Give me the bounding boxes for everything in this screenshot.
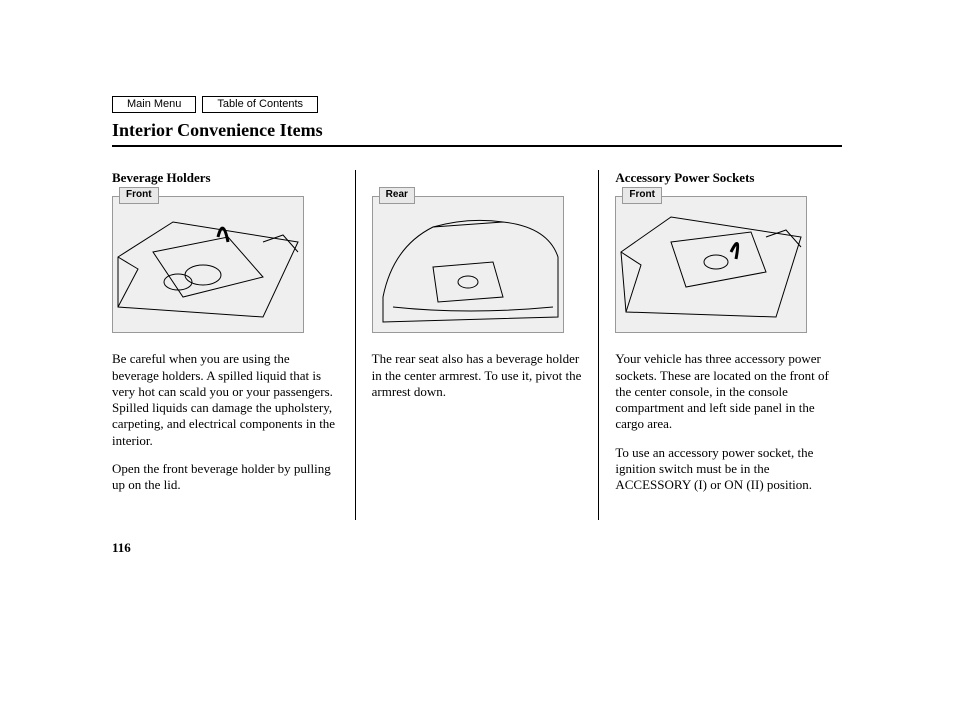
- title-bar: Interior Convenience Items: [112, 120, 842, 147]
- beverage-front-icon: [113, 197, 303, 332]
- col1-para1: Be careful when you are using the bevera…: [112, 351, 339, 449]
- col3-heading: Accessory Power Sockets: [615, 170, 842, 186]
- column-2: Rear The rear seat also has a beverage h…: [356, 170, 599, 520]
- col3-figure: Front: [615, 196, 807, 333]
- col1-figure: Front: [112, 196, 304, 333]
- title-rule: [112, 145, 842, 147]
- column-3: Accessory Power Sockets Front Your vehic…: [599, 170, 842, 520]
- col3-para2: To use an accessory power socket, the ig…: [615, 445, 842, 494]
- col2-figure: Rear: [372, 196, 564, 333]
- col1-heading: Beverage Holders: [112, 170, 339, 186]
- beverage-rear-icon: [373, 197, 563, 332]
- page-number: 116: [112, 540, 131, 556]
- col2-para1: The rear seat also has a beverage holder…: [372, 351, 583, 400]
- col2-heading-spacer: [372, 170, 583, 186]
- power-socket-icon: [616, 197, 806, 332]
- content-columns: Beverage Holders Front Be careful when y…: [112, 170, 842, 520]
- col3-para1: Your vehicle has three accessory power s…: [615, 351, 842, 432]
- main-menu-button[interactable]: Main Menu: [112, 96, 196, 113]
- column-1: Beverage Holders Front Be careful when y…: [112, 170, 355, 520]
- toc-button[interactable]: Table of Contents: [202, 96, 318, 113]
- manual-page: Main Menu Table of Contents Interior Con…: [0, 0, 954, 710]
- page-title: Interior Convenience Items: [112, 120, 842, 145]
- col1-para2: Open the front beverage holder by pullin…: [112, 461, 339, 494]
- nav-tabs: Main Menu Table of Contents: [112, 96, 318, 113]
